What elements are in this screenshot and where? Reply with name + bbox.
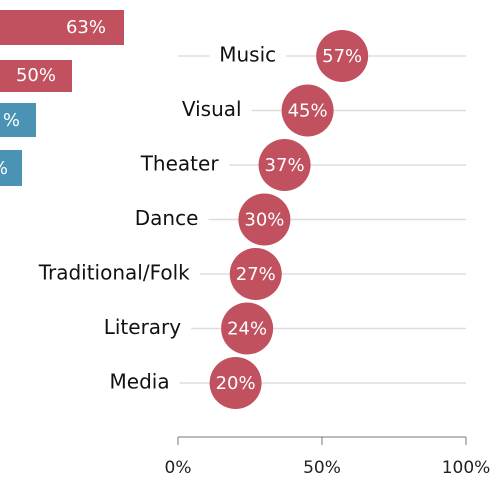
x-tick-label: 0% xyxy=(165,458,192,478)
value-label: 37% xyxy=(265,155,305,176)
category-label: Dance xyxy=(135,206,199,230)
label-background xyxy=(99,369,180,394)
label-background xyxy=(124,206,209,230)
clipped-bar xyxy=(0,150,22,186)
clipped-label: % xyxy=(0,158,8,179)
label-background xyxy=(209,42,287,67)
category-label: Traditional/Folk xyxy=(38,261,190,285)
value-label: 45% xyxy=(288,101,328,122)
clipped-bar xyxy=(0,103,36,137)
label-background xyxy=(129,151,230,176)
clipped-bars: 63% 50% % % xyxy=(0,10,124,186)
dot xyxy=(316,30,369,82)
category-label: Music xyxy=(219,43,276,67)
category-label: Visual xyxy=(182,97,242,121)
dot xyxy=(281,84,334,137)
clipped-bar xyxy=(0,60,72,92)
clipped-label: % xyxy=(3,110,20,131)
category-label: Theater xyxy=(140,152,220,176)
dot xyxy=(221,302,274,355)
value-label: 24% xyxy=(227,319,267,340)
label-background xyxy=(171,97,252,121)
category-label: Media xyxy=(110,370,170,394)
dot xyxy=(258,139,311,191)
dot xyxy=(238,193,291,246)
value-label: 27% xyxy=(236,264,276,285)
label-background xyxy=(93,315,192,339)
clipped-label: 63% xyxy=(66,17,106,38)
x-tick-label: 50% xyxy=(303,458,341,478)
value-label: 30% xyxy=(244,210,284,231)
value-label: 20% xyxy=(216,373,256,394)
value-label: 57% xyxy=(322,46,362,67)
label-background xyxy=(27,260,201,285)
clipped-label: 50% xyxy=(16,65,56,86)
x-tick-label: 100% xyxy=(442,458,490,478)
category-label: Literary xyxy=(104,315,182,339)
dot xyxy=(209,357,262,409)
dot xyxy=(229,248,282,300)
clipped-bar xyxy=(0,10,124,45)
